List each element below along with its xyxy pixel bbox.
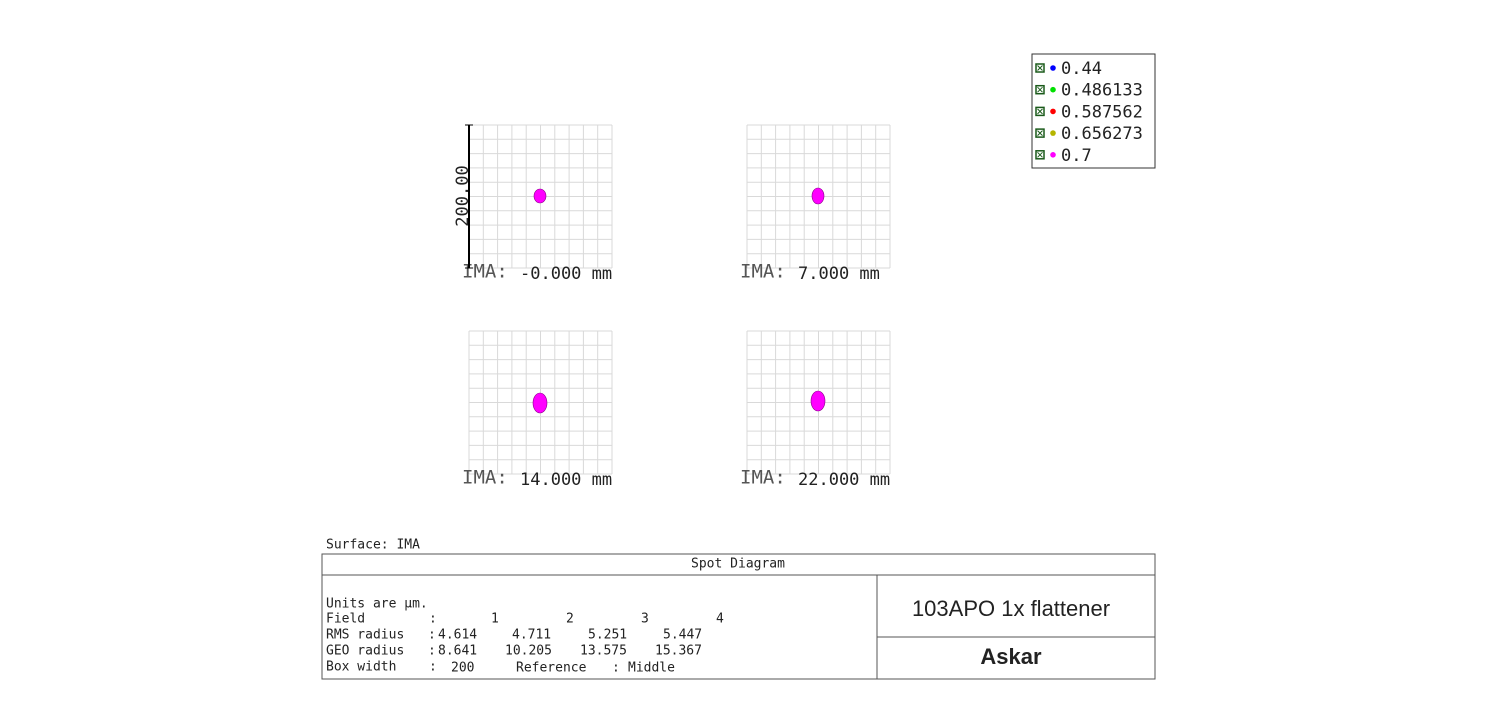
- table-frame: [321, 553, 1156, 680]
- spot: [533, 188, 547, 204]
- surface-label: Surface: IMA: [326, 538, 420, 553]
- row-separator: :: [612, 661, 620, 676]
- row-value: 8.641: [438, 644, 477, 659]
- legend-label: 0.587562: [1061, 102, 1143, 122]
- row-separator: :: [429, 660, 437, 675]
- row-value: 4: [716, 612, 724, 627]
- units-note: Units are µm.: [326, 597, 428, 612]
- row-separator: :: [428, 628, 436, 643]
- row-value: 3: [641, 612, 649, 627]
- legend-label: 0.7: [1061, 146, 1092, 166]
- row-label: Field: [326, 612, 365, 627]
- row-value: 200: [451, 661, 474, 676]
- legend-check: [1037, 151, 1043, 158]
- panel-prefix: IMA:: [740, 261, 786, 283]
- spot: [811, 187, 825, 205]
- legend-check: [1037, 108, 1043, 115]
- spot: [532, 392, 548, 414]
- row-separator: :: [428, 644, 436, 659]
- panel-prefix: IMA:: [462, 467, 508, 489]
- legend-swatch: [1050, 86, 1056, 93]
- legend-check: [1037, 130, 1043, 136]
- row-value: 4.711: [512, 628, 551, 643]
- row-label: Reference: [516, 661, 587, 676]
- row-label: RMS radius: [326, 628, 404, 643]
- legend-swatch: [1050, 130, 1056, 136]
- row-label: GEO radius: [326, 644, 404, 659]
- row-value: 5.251: [588, 628, 627, 643]
- scale-label: 200.00: [453, 165, 473, 226]
- row-value: 4.614: [438, 628, 477, 643]
- row-label: Box width: [326, 660, 396, 675]
- legend-label: 0.44: [1061, 59, 1102, 79]
- panel-prefix: IMA:: [462, 261, 508, 283]
- row-value: 2: [566, 612, 574, 627]
- field-label: 22.000 mm: [798, 470, 890, 490]
- legend-label: 0.486133: [1061, 81, 1143, 101]
- spot: [810, 390, 826, 412]
- row-value: Middle: [628, 661, 675, 676]
- row-separator: :: [429, 612, 437, 627]
- panel-prefix: IMA:: [740, 467, 786, 489]
- legend-swatch: [1050, 152, 1056, 158]
- row-value: 1: [491, 612, 499, 627]
- field-label: -0.000 mm: [520, 264, 612, 284]
- row-value: 15.367: [655, 644, 702, 659]
- legend-label: 0.656273: [1061, 124, 1143, 144]
- legend-check: [1037, 86, 1043, 93]
- lens-name: 103APO 1x flattener: [912, 596, 1110, 621]
- field-label: 14.000 mm: [520, 470, 612, 490]
- brand: Askar: [980, 644, 1042, 669]
- legend-swatch: [1050, 108, 1056, 115]
- field-label: 7.000 mm: [798, 264, 880, 284]
- legend-check: [1037, 65, 1043, 71]
- table-title: Spot Diagram: [691, 557, 785, 572]
- legend-swatch: [1050, 65, 1056, 71]
- row-value: 10.205: [505, 644, 552, 659]
- row-value: 5.447: [663, 628, 702, 643]
- row-value: 13.575: [580, 644, 627, 659]
